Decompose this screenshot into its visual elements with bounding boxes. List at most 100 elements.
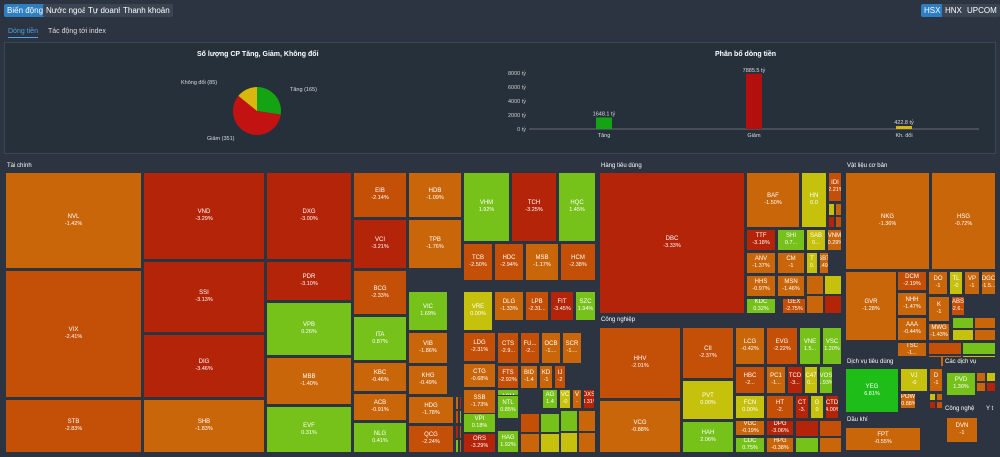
tile-c47[interactable]: C47 0... <box>804 366 818 394</box>
tile-evg[interactable]: EVG -2.22% <box>766 327 798 365</box>
mini-tile[interactable] <box>806 275 824 295</box>
tile-vcg[interactable]: VCG -0.88% <box>599 400 681 453</box>
tile-khg[interactable]: KHG -0.49% <box>408 365 448 395</box>
tile-abs[interactable]: ABS -2.6... <box>951 296 965 316</box>
tile-fit[interactable]: FIT -3.45% <box>550 291 574 321</box>
tile-ldg[interactable]: LDG -2.31% <box>463 332 496 362</box>
tile-vj[interactable]: VJ -0 <box>900 368 928 392</box>
mini-tile[interactable] <box>974 317 996 329</box>
tile-cii[interactable]: CII -2.37% <box>682 327 734 379</box>
mini-tile[interactable] <box>929 393 936 401</box>
tile-ct[interactable]: CT -3. <box>795 395 809 419</box>
tile-msb[interactable]: MSB -1.17% <box>525 243 559 281</box>
tile-cdc[interactable]: CDC 0.75% <box>735 437 765 453</box>
tile-k[interactable]: K -1 <box>928 296 950 322</box>
tile-idi[interactable]: IDI-2.21% <box>828 172 842 202</box>
tile-hag[interactable]: HAG 1.92% <box>497 430 519 453</box>
tab-bien-dong[interactable]: Biến động <box>4 4 47 17</box>
tile-evf[interactable]: EVF 0.31% <box>266 406 352 453</box>
mini-tile[interactable] <box>828 215 835 228</box>
tile-hn[interactable]: HN 0.0 <box>801 172 827 228</box>
tile-fpt[interactable]: FPT -0.55% <box>845 427 921 451</box>
tile-hdc[interactable]: HDC -2.94% <box>494 243 524 281</box>
tile-dbc[interactable]: DBC -3.33% <box>599 172 745 314</box>
mini-tile[interactable] <box>458 439 462 453</box>
tile-mwg[interactable]: MWG -1.43% <box>928 323 950 341</box>
tile-hah[interactable]: HAH 2.06% <box>682 421 734 453</box>
tile-anv[interactable]: ANV -1.37% <box>746 252 776 274</box>
tile-ntl[interactable]: NTL 0.85% <box>497 395 519 419</box>
tile-ht[interactable]: HT -2. <box>766 395 794 419</box>
tile-ttf[interactable]: TTF -3.18% <box>746 229 776 251</box>
mini-tile[interactable] <box>455 439 459 453</box>
mini-tile[interactable] <box>928 342 962 355</box>
mini-tile[interactable] <box>578 410 596 432</box>
mini-tile[interactable] <box>458 410 462 424</box>
tile-shi[interactable]: SHI 0.7... <box>777 229 805 251</box>
tile-nvl[interactable]: NVL -1.42% <box>5 172 142 269</box>
tile-sab[interactable]: SAB 0... <box>806 229 826 251</box>
tile-ors[interactable]: ORS -3.29% <box>463 433 496 453</box>
mini-tile[interactable] <box>835 203 842 216</box>
mini-tile[interactable] <box>936 401 943 409</box>
tile-vgc[interactable]: VGC -0.19% <box>735 420 765 436</box>
tile-vne[interactable]: VNE 1.5... <box>799 327 821 365</box>
tile-vc[interactable]: VC -0 <box>559 389 571 409</box>
mini-tile[interactable] <box>929 401 936 409</box>
tile-ita[interactable]: ITA 0.87% <box>353 316 407 361</box>
mini-tile[interactable] <box>520 413 540 433</box>
tile-ij[interactable]: IJ -2 <box>554 365 566 389</box>
mini-tile[interactable] <box>818 420 842 437</box>
tile-cts[interactable]: CTS -2.9... <box>497 332 519 364</box>
tile-vpb[interactable]: VPB 0.26% <box>266 302 352 356</box>
tile-qcg[interactable]: QCG -2.24% <box>408 425 454 453</box>
exchange-hnx[interactable]: HNX <box>942 4 965 17</box>
tile-d[interactable]: D -1 <box>929 368 943 392</box>
tile-dxs[interactable]: DXS-3.31% <box>583 389 595 409</box>
tile-eib[interactable]: EIB -2.14% <box>353 172 407 218</box>
tile-shb[interactable]: SHB -1.83% <box>143 399 265 453</box>
mini-tile[interactable] <box>952 329 974 341</box>
tile-lpb[interactable]: LPB -2.31... <box>525 291 549 321</box>
mini-tile[interactable] <box>578 431 596 453</box>
tile-dgc[interactable]: DGC -1.5... <box>981 271 996 295</box>
mini-tile[interactable] <box>840 380 843 394</box>
tile-do[interactable]: DO -1 <box>928 271 948 295</box>
mini-tile[interactable] <box>560 410 578 432</box>
tile-ocb[interactable]: OCB -1.... <box>541 332 561 364</box>
tile-vhm[interactable]: VHM 1.92% <box>463 172 510 242</box>
tile-szc[interactable]: SZC 1.94% <box>575 291 596 321</box>
tab-thanh-khoan[interactable]: Thanh khoản <box>120 4 173 17</box>
tile-gvr[interactable]: GVR -1.28% <box>845 271 897 341</box>
tile-mbb[interactable]: MBB -1.40% <box>266 357 352 405</box>
tile-sbt[interactable]: SBT-1.49% <box>819 252 829 274</box>
tile-vre[interactable]: VRE 0.00% <box>463 291 493 331</box>
tile-vos[interactable]: VOS1.93% <box>819 366 833 394</box>
tile-tch[interactable]: TCH -3.25% <box>511 172 557 242</box>
tile-pow[interactable]: POW -0.88% <box>900 393 916 409</box>
tile-dvn[interactable]: DVN -1 <box>946 417 978 443</box>
tile-tcb[interactable]: TCB -2.50% <box>463 243 493 281</box>
tile-bid[interactable]: BID -1.4 <box>520 365 538 389</box>
exchange-hsx[interactable]: HSX <box>921 4 944 17</box>
tile-ssb[interactable]: SSB -1.73% <box>463 389 496 414</box>
tile-stb[interactable]: STB -2.83% <box>5 399 142 453</box>
mini-tile[interactable] <box>806 294 824 314</box>
mini-tile[interactable] <box>952 317 974 329</box>
tile-ssi[interactable]: SSI -3.13% <box>143 261 265 333</box>
tile-vp[interactable]: VP -1 <box>964 271 980 295</box>
tile-dig[interactable]: DIG -3.46% <box>143 334 265 398</box>
mini-tile[interactable] <box>540 433 560 453</box>
mini-tile[interactable] <box>976 382 986 392</box>
tile-hsg[interactable]: HSG -0.72% <box>931 172 996 270</box>
tile-nlg[interactable]: NLG 0.41% <box>353 422 407 453</box>
tile-fts[interactable]: FTS -2.92% <box>497 365 519 389</box>
tile-fcn[interactable]: FCN 0.00% <box>735 395 765 419</box>
tile-vnm[interactable]: VNM-0.29% <box>827 229 842 251</box>
tile-cm[interactable]: CM -1 <box>777 252 805 274</box>
tile-fu[interactable]: FU... -2... <box>520 332 540 364</box>
tile-vci[interactable]: VCI -3.21% <box>353 219 407 269</box>
tile-nkg[interactable]: NKG -1.36% <box>845 172 930 270</box>
tile-hqc[interactable]: HQC 1.45% <box>558 172 596 242</box>
